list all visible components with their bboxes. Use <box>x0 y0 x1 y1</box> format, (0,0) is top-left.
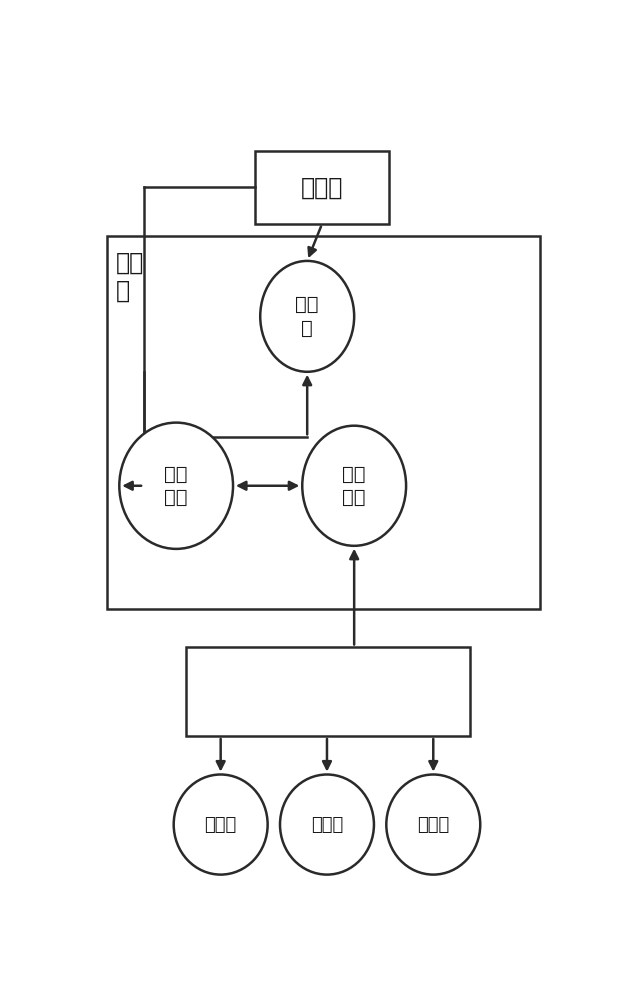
Text: 客户
端: 客户 端 <box>116 251 144 303</box>
Ellipse shape <box>302 426 406 546</box>
Ellipse shape <box>174 774 268 875</box>
Text: 指纹仪: 指纹仪 <box>417 816 449 834</box>
Ellipse shape <box>260 261 354 372</box>
Text: 服务器: 服务器 <box>301 175 343 199</box>
Bar <box>186 647 470 736</box>
Text: 外设
平台: 外设 平台 <box>343 464 366 507</box>
Ellipse shape <box>387 774 480 875</box>
Bar <box>255 151 389 224</box>
Text: 浏览
器: 浏览 器 <box>295 295 319 338</box>
Text: 发卡器: 发卡器 <box>205 816 237 834</box>
Text: 摄像头: 摄像头 <box>311 816 343 834</box>
Ellipse shape <box>280 774 374 875</box>
Ellipse shape <box>119 423 233 549</box>
Text: 通讯
服务: 通讯 服务 <box>165 464 188 507</box>
Bar <box>107 235 540 609</box>
